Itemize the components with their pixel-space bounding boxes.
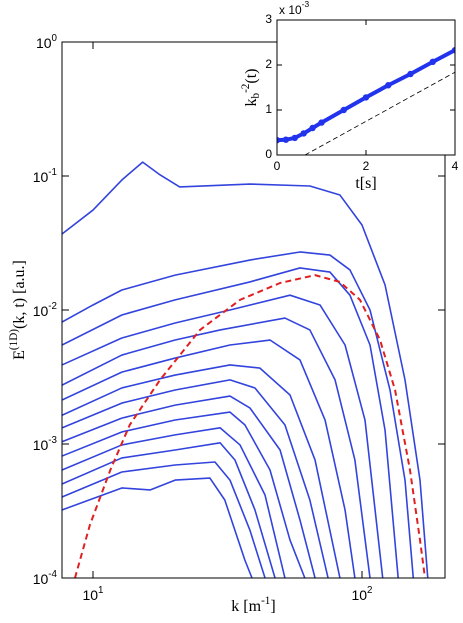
dashed-line <box>304 71 455 155</box>
marker <box>407 70 414 78</box>
x-tick-label: 101 <box>82 585 103 603</box>
y-tick-label: 10-2 <box>33 301 57 319</box>
y-tick-label: 0 <box>265 147 272 161</box>
marker <box>291 134 298 142</box>
x-tick-label: 2 <box>363 159 370 173</box>
x-tick-label: 4 <box>452 159 459 173</box>
marker <box>318 119 325 126</box>
axes-frame <box>61 41 446 579</box>
y-tick-label: 10-4 <box>33 569 58 587</box>
data-line <box>62 379 329 578</box>
x-axis-label: t[s] <box>355 175 376 192</box>
x-tick-label: 102 <box>351 585 372 603</box>
data-line <box>62 267 399 578</box>
x-axis-label: k [m-1] <box>231 595 275 615</box>
data-line <box>62 251 415 578</box>
data-line <box>62 395 316 578</box>
data-line <box>62 411 306 578</box>
y-tick-label: 1 <box>265 102 272 116</box>
data-line <box>62 364 341 578</box>
marker <box>282 136 290 143</box>
y-tick-label: 3 <box>265 12 272 26</box>
y-tick-label: 2 <box>265 57 272 71</box>
data-line <box>62 442 276 578</box>
x-tick-label: 0 <box>274 159 281 173</box>
y-axis-label: kb-2(t) <box>240 68 262 106</box>
axis-multiplier: x 10-3 <box>279 0 309 17</box>
data-line <box>62 317 371 578</box>
dashed-line <box>73 274 427 578</box>
data-line <box>62 294 384 578</box>
marker <box>362 94 370 101</box>
inset: 0 2 4 0 1 2 3 t[s] kb-2(t) x 10-3 <box>240 0 459 192</box>
marker <box>429 58 436 66</box>
data-line <box>62 339 356 578</box>
marker <box>309 124 316 132</box>
marker <box>300 130 307 137</box>
axes-frame <box>276 19 456 156</box>
marker <box>277 136 281 144</box>
y-tick-label: 100 <box>36 33 58 51</box>
data-line <box>62 477 253 578</box>
data-line <box>62 461 266 578</box>
y-tick-label: 10-1 <box>33 167 57 185</box>
y-tick-label: 10-3 <box>33 435 58 453</box>
y-axis-label: E(1D)(k, t) [a.u.] <box>8 260 28 360</box>
marker <box>451 46 455 54</box>
marker <box>385 82 392 89</box>
data-line <box>62 161 429 578</box>
marker <box>340 106 347 114</box>
series-group <box>62 161 429 578</box>
series-group <box>277 46 455 155</box>
